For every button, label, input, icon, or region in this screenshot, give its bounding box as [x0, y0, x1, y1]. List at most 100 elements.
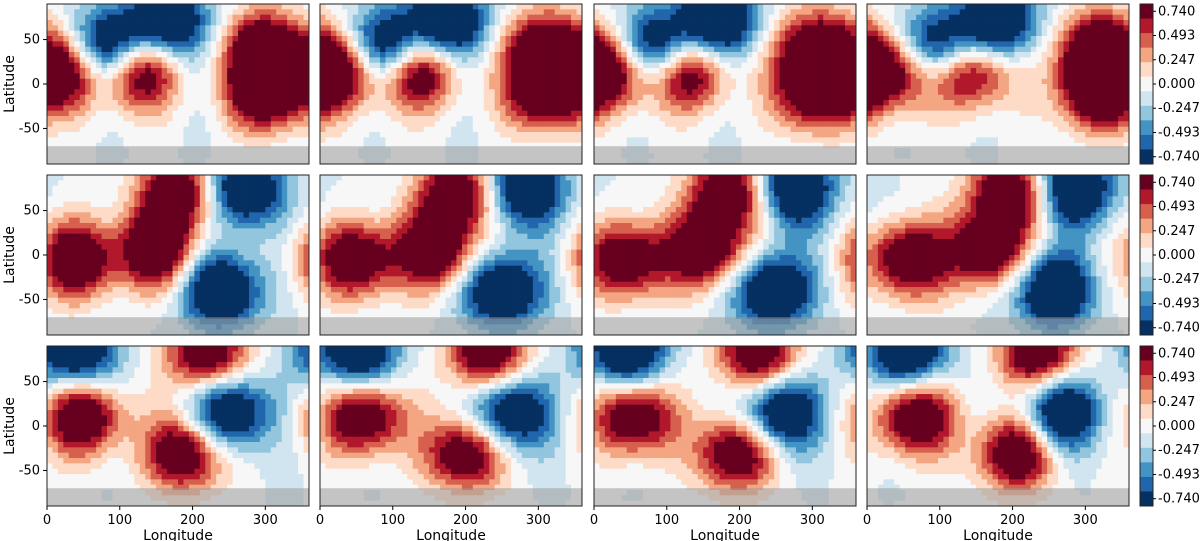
contour-cell [139, 89, 146, 96]
contour-cell [959, 126, 966, 133]
contour-cell [117, 14, 125, 21]
contour-cell [434, 126, 441, 133]
contour-cell [757, 41, 764, 48]
contour-cell [265, 25, 272, 32]
contour-cell [434, 46, 441, 53]
contour-cell [281, 121, 288, 128]
contour-cell [511, 89, 518, 96]
contour-cell [565, 105, 572, 112]
contour-cell [374, 9, 381, 16]
contour-cell [565, 73, 572, 80]
contour-cell [648, 94, 655, 101]
contour-cell [500, 62, 507, 69]
contour-cell [467, 46, 474, 53]
contour-cell [576, 62, 582, 69]
contour-cell [254, 126, 261, 133]
contour-cell [505, 52, 512, 58]
contour-cell [883, 57, 890, 64]
contour-cell [456, 73, 463, 80]
contour-cell [358, 84, 365, 90]
contour-cell [576, 46, 582, 53]
contour-cell [467, 41, 474, 48]
contour-cell [632, 52, 639, 58]
contour-cell [905, 4, 912, 10]
contour-cell [576, 84, 582, 90]
contour-cell [265, 9, 272, 16]
contour-cell [894, 89, 901, 96]
contour-cell [325, 116, 332, 122]
contour-cell [817, 4, 824, 10]
contour-cell [205, 94, 212, 101]
contour-cell [238, 100, 245, 106]
contour-cell [423, 78, 430, 85]
contour-cell [768, 110, 775, 117]
contour-cell [412, 46, 419, 53]
contour-cell [161, 46, 168, 53]
contour-cell [834, 57, 841, 64]
contour-cell [948, 30, 955, 37]
contour-cell [178, 52, 185, 58]
contour-cell [401, 20, 408, 26]
contour-cell [943, 89, 950, 96]
contour-cell [521, 14, 529, 21]
contour-cell [243, 57, 250, 64]
contour-cell [576, 94, 582, 101]
contour-cell [429, 110, 436, 117]
contour-cell [867, 100, 874, 106]
contour-cell [358, 46, 365, 53]
contour-cell [374, 78, 381, 85]
contour-cell [352, 30, 359, 37]
contour-cell [845, 68, 852, 74]
contour-cell [494, 142, 501, 149]
contour-cell [145, 57, 152, 64]
contour-cell [872, 105, 879, 112]
contour-cell [112, 30, 119, 37]
contour-cell [714, 78, 721, 85]
contour-cell [626, 100, 633, 106]
contour-cell [637, 142, 644, 149]
contour-cell [107, 52, 114, 58]
contour-cell [719, 132, 726, 138]
contour-cell [156, 57, 163, 64]
contour-cell [632, 78, 639, 85]
contour-cell [719, 84, 726, 90]
contour-cell [276, 100, 283, 106]
contour-cell [948, 110, 955, 117]
contour-cell [150, 100, 157, 106]
contour-cell [872, 78, 879, 85]
contour-cell [888, 137, 895, 144]
contour-cell [205, 9, 212, 16]
contour-cell [385, 132, 392, 138]
contour-cell [654, 57, 661, 64]
contour-cell [336, 36, 343, 42]
contour-cell [128, 94, 135, 101]
contour-cell [369, 105, 376, 112]
contour-cell [412, 105, 419, 112]
contour-cell [845, 89, 852, 96]
contour-cell [681, 9, 688, 16]
contour-cell [341, 9, 348, 16]
contour-cell [456, 78, 463, 85]
contour-cell [172, 132, 179, 138]
contour-cell [976, 30, 983, 37]
contour-cell [692, 30, 699, 37]
contour-cell [828, 132, 835, 138]
contour-cell [440, 132, 447, 138]
contour-cell [270, 41, 277, 48]
contour-cell [532, 121, 539, 128]
contour-cell [347, 121, 354, 128]
contour-cell [336, 121, 343, 128]
contour-cell [68, 36, 75, 42]
contour-cell [287, 100, 294, 106]
contour-cell [752, 4, 759, 10]
contour-cell [708, 36, 715, 42]
contour-cell [85, 116, 92, 122]
contour-cell [199, 94, 206, 101]
contour-cell [839, 4, 846, 10]
contour-cell [730, 20, 737, 26]
contour-cell [615, 62, 622, 69]
contour-cell [472, 78, 479, 85]
contour-cell [330, 68, 337, 74]
contour-cell [254, 137, 261, 144]
contour-cell [692, 94, 699, 101]
